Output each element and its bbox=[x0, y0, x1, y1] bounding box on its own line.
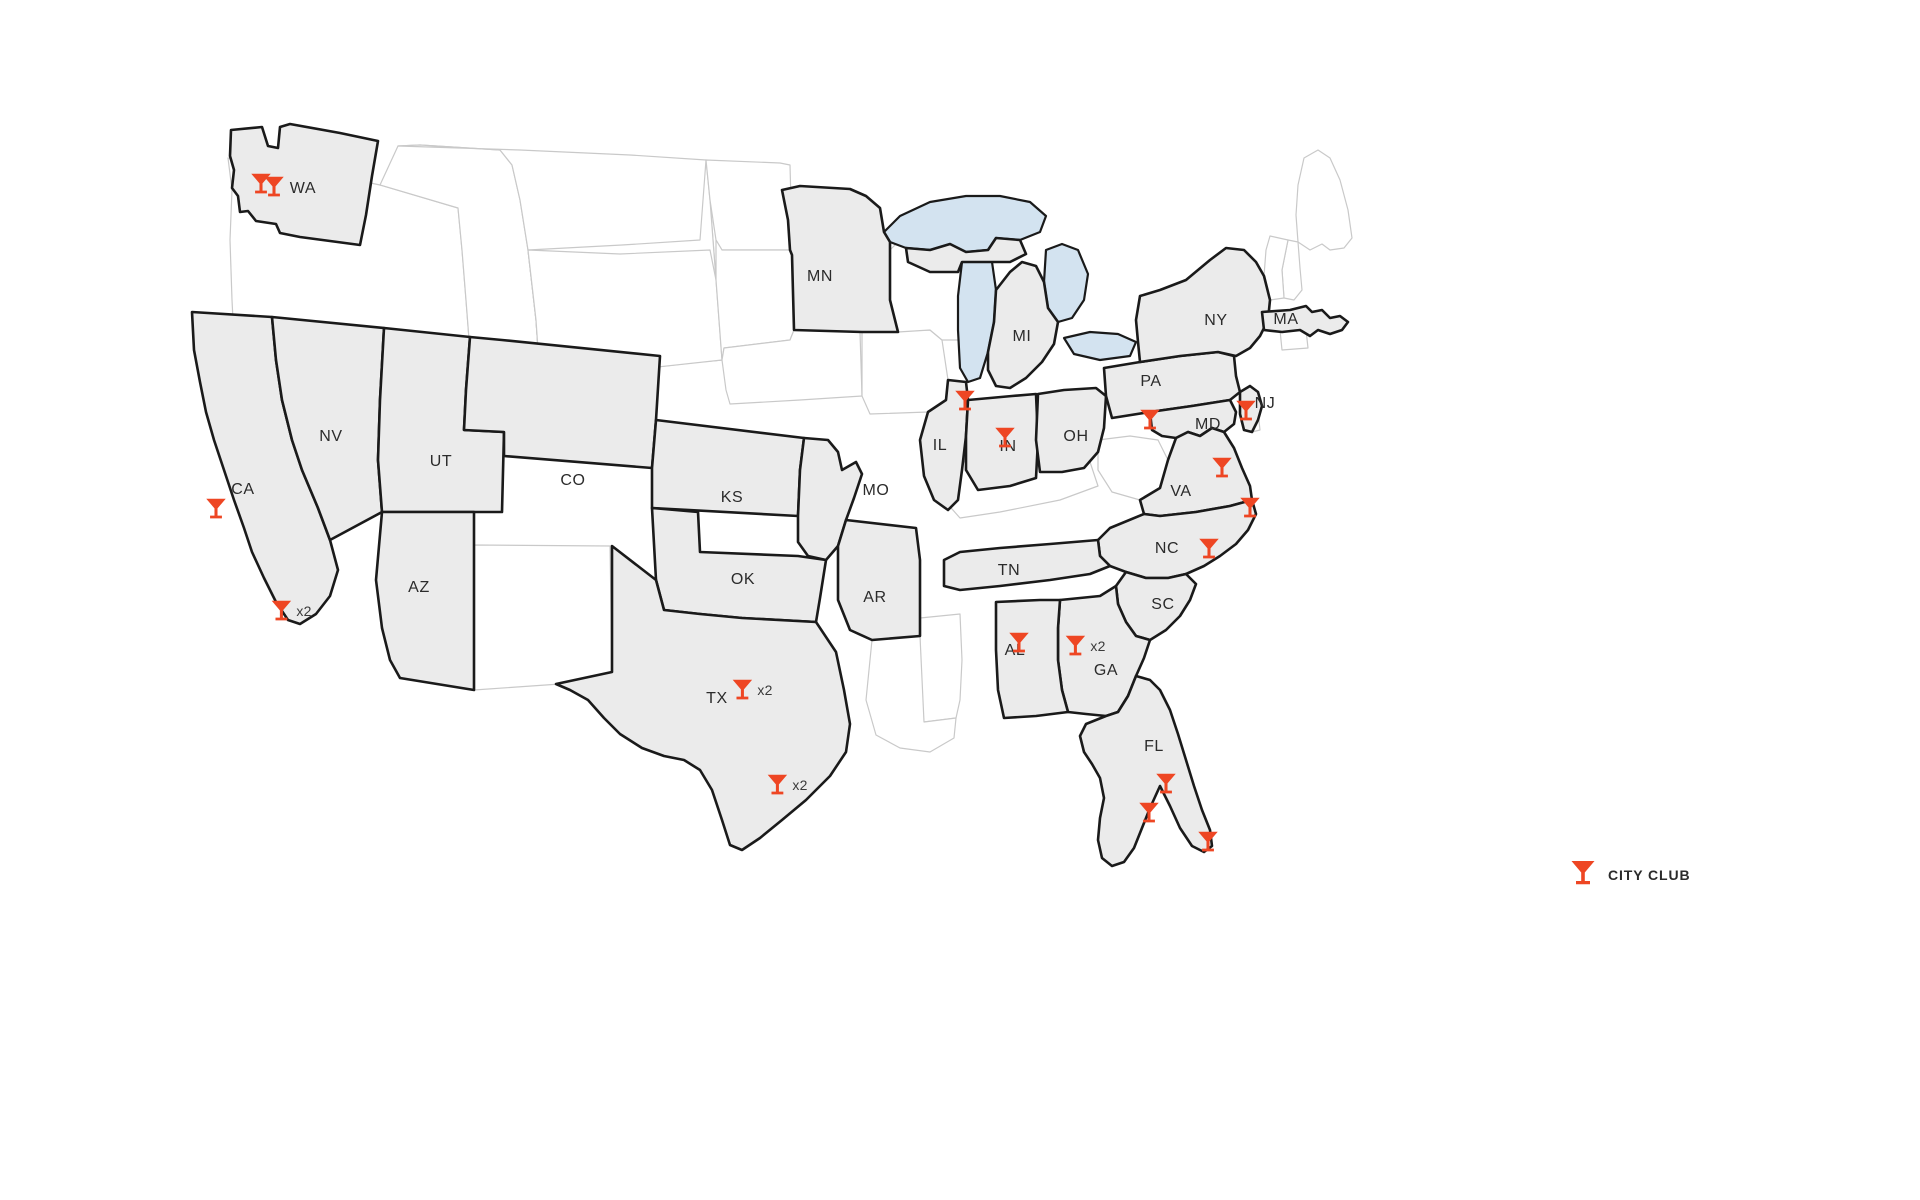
martini-glass-icon bbox=[1198, 536, 1220, 560]
great-lakes-group bbox=[882, 194, 1196, 384]
state-MS[interactable] bbox=[919, 613, 963, 723]
map-marker-al-birmingham[interactable] bbox=[1008, 630, 1030, 654]
state-OH[interactable] bbox=[1034, 386, 1108, 474]
martini-glass-icon bbox=[1197, 829, 1219, 853]
state-KS[interactable] bbox=[650, 418, 806, 518]
state-AR[interactable] bbox=[836, 518, 922, 642]
map-marker-nc-raleigh[interactable] bbox=[1198, 536, 1220, 560]
martini-glass-icon bbox=[1139, 407, 1161, 431]
state-IN[interactable] bbox=[964, 392, 1040, 492]
map-marker-pa-pittsburgh[interactable] bbox=[1139, 407, 1161, 431]
state-ND[interactable] bbox=[705, 159, 793, 251]
map-marker-fl-tampa[interactable] bbox=[1138, 800, 1160, 824]
map-marker-fl-miami[interactable] bbox=[1197, 829, 1219, 853]
map-marker-tx-houston[interactable]: x2 bbox=[766, 772, 807, 796]
inactive-states-group bbox=[227, 144, 1353, 753]
state-IA[interactable] bbox=[861, 329, 949, 415]
martini-glass-icon bbox=[731, 677, 753, 701]
map-marker-va-virginia-beach[interactable] bbox=[1239, 495, 1261, 519]
map-marker-in-indianapolis[interactable] bbox=[994, 425, 1016, 449]
map-marker-wa-seattle[interactable] bbox=[263, 174, 285, 198]
lake-erie bbox=[1062, 330, 1138, 362]
state-WA[interactable] bbox=[228, 122, 380, 247]
state-LA[interactable] bbox=[865, 635, 957, 753]
state-AL[interactable] bbox=[994, 598, 1070, 720]
martini-glass-icon bbox=[205, 496, 227, 520]
state-IL[interactable] bbox=[918, 378, 970, 512]
martini-glass-icon bbox=[263, 174, 285, 198]
legend: CITY CLUB bbox=[1570, 858, 1691, 891]
martini-glass-icon bbox=[994, 425, 1016, 449]
state-NY[interactable] bbox=[1134, 246, 1272, 364]
map-marker-ga-atlanta[interactable]: x2 bbox=[1064, 633, 1105, 657]
state-ME[interactable] bbox=[1295, 149, 1353, 251]
state-MA[interactable] bbox=[1260, 304, 1350, 338]
map-marker-il-chicago[interactable] bbox=[954, 388, 976, 412]
martini-glass-icon bbox=[766, 772, 788, 796]
state-NM[interactable] bbox=[473, 544, 613, 691]
map-marker-wa-seattle-north[interactable] bbox=[250, 171, 272, 195]
martini-glass-icon bbox=[954, 388, 976, 412]
map-marker-ca-san-francisco[interactable] bbox=[205, 496, 227, 520]
martini-glass-icon bbox=[1239, 495, 1261, 519]
martini-glass-icon bbox=[1008, 630, 1030, 654]
martini-glass-icon bbox=[1155, 771, 1177, 795]
martini-glass-icon bbox=[1570, 858, 1596, 891]
state-NE[interactable] bbox=[721, 329, 863, 405]
map-marker-ca-los-angeles[interactable]: x2 bbox=[270, 598, 311, 622]
marker-count-badge: x2 bbox=[757, 682, 773, 698]
map-marker-fl-orlando[interactable] bbox=[1155, 771, 1177, 795]
martini-glass-icon bbox=[1235, 398, 1257, 422]
state-MI[interactable] bbox=[986, 260, 1060, 390]
marker-count-badge: x2 bbox=[792, 777, 808, 793]
martini-glass-icon bbox=[1064, 633, 1086, 657]
state-TN[interactable] bbox=[942, 538, 1112, 592]
state-TX[interactable] bbox=[554, 544, 852, 852]
map-marker-md-baltimore[interactable] bbox=[1211, 455, 1233, 479]
martini-glass-icon bbox=[1138, 800, 1160, 824]
highlighted-states-group bbox=[190, 122, 1350, 868]
state-MI-upper-peninsula[interactable] bbox=[904, 236, 1028, 274]
state-MN[interactable] bbox=[780, 184, 900, 334]
map-marker-nj-philadelphia[interactable] bbox=[1235, 398, 1257, 422]
marker-count-badge: x2 bbox=[296, 603, 312, 619]
martini-glass-icon bbox=[270, 598, 292, 622]
legend-label: CITY CLUB bbox=[1608, 866, 1691, 883]
martini-glass-icon bbox=[250, 171, 272, 195]
marker-count-badge: x2 bbox=[1090, 638, 1106, 654]
map-marker-tx-dallas[interactable]: x2 bbox=[731, 677, 772, 701]
martini-glass-icon bbox=[1211, 455, 1233, 479]
state-CO[interactable] bbox=[462, 335, 662, 470]
state-FL[interactable] bbox=[1078, 674, 1214, 868]
state-VT[interactable] bbox=[1263, 235, 1289, 301]
state-AZ[interactable] bbox=[374, 510, 476, 692]
